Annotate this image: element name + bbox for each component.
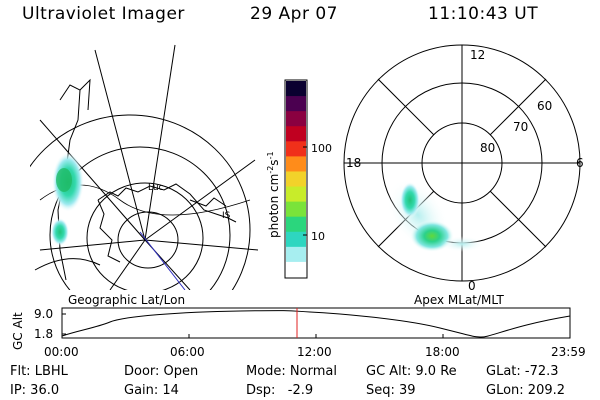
colorbar-band: [286, 231, 306, 248]
info-dsp: Dsp: -2.9: [246, 383, 314, 398]
timeline-xtick-2: 12:00: [297, 345, 332, 359]
info-flt: Flt: LBHL: [10, 364, 68, 379]
colorbar-band: [286, 126, 306, 142]
colorbar-fill: [286, 81, 306, 278]
info-gain: Gain: 14: [124, 383, 179, 398]
timeline-xtick-0: 00:00: [44, 345, 79, 359]
map-label-is: IS: [222, 211, 231, 221]
apex-panel-label: Apex MLat/MLT: [414, 293, 504, 307]
colorbar-band: [286, 96, 306, 112]
map-label-luc: Luc: [148, 183, 164, 193]
colorbar-band: [286, 216, 306, 233]
geographic-aurora: [51, 152, 84, 246]
colorbar-unit-label: photon cm-2s-1: [266, 151, 281, 238]
mlt-label-6: 6: [576, 156, 584, 170]
time-label: 11:10:43 UT: [428, 4, 539, 24]
mlt-label-12: 12: [470, 48, 485, 62]
timeline-ylabel: GC Alt: [11, 312, 25, 350]
timeline-ytick-high: 9.0: [34, 307, 53, 321]
info-gc-alt: GC Alt: 9.0 Re: [366, 364, 457, 379]
info-mode: Mode: Normal: [246, 364, 337, 379]
colorbar-band: [286, 246, 306, 263]
timeline-xtick-3: 18:00: [425, 345, 460, 359]
mlat-label-80: 80: [480, 141, 495, 155]
polar-aurora: [386, 178, 484, 252]
colorbar-band: [286, 201, 306, 218]
info-glat: GLat: -72.3: [486, 364, 559, 379]
colorbar-tick-label-10: 10: [311, 230, 325, 243]
colorbar-band: [286, 261, 306, 278]
mlt-label-18: 18: [346, 156, 361, 170]
altitude-timeline: [61, 307, 571, 339]
info-seq: Seq: 39: [366, 383, 416, 398]
colorbar-tick-label-100: 100: [311, 142, 332, 155]
mlat-label-70: 70: [513, 120, 528, 134]
info-door: Door: Open: [124, 364, 199, 379]
date-label: 29 Apr 07: [250, 4, 338, 24]
colorbar-band: [286, 141, 306, 157]
info-glon: GLon: 209.2: [486, 383, 566, 398]
info-ip: IP: 36.0: [10, 383, 60, 398]
colorbar-band: [286, 111, 306, 127]
mlt-label-0: 0: [468, 279, 476, 293]
colorbar: [284, 79, 308, 279]
colorbar-band: [286, 156, 306, 172]
timeline-xtick-1: 06:00: [170, 345, 205, 359]
colorbar-band: [286, 186, 306, 203]
geographic-panel-label: Geographic Lat/Lon: [68, 293, 186, 307]
mlat-label-60: 60: [537, 99, 552, 113]
colorbar-band: [286, 81, 306, 97]
instrument-title: Ultraviolet Imager: [22, 4, 185, 24]
colorbar-band: [286, 171, 306, 188]
timeline-ytick-low: 1.8: [34, 327, 53, 341]
timeline-xtick-4: 23:59: [551, 345, 586, 359]
